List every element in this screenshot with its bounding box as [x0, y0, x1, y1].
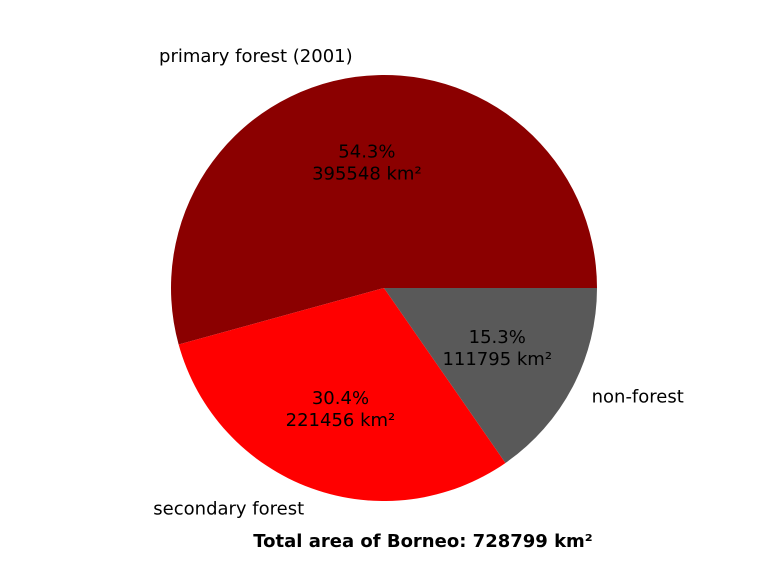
percent-label: 15.3%: [469, 327, 526, 348]
area-label: 221456 km²: [286, 410, 396, 431]
chart-title: Total area of Borneo: 728799 km²: [253, 531, 592, 552]
area-label: 111795 km²: [442, 349, 552, 370]
slice-label: non-forest: [592, 387, 684, 408]
slice-label: secondary forest: [153, 498, 304, 519]
slice-primary-forest: [171, 75, 597, 345]
pie-labels: primary forest (2001) 54.3%395548 km² seco…: [153, 46, 684, 519]
percent-label: 54.3%: [338, 141, 395, 162]
percent-label: 30.4%: [312, 388, 369, 409]
area-label: 395548 km²: [312, 163, 422, 184]
slice-label: primary forest (2001): [159, 46, 353, 67]
slice-secondary-forest: [178, 288, 506, 501]
pie-slices: [171, 75, 597, 501]
slice-non-forest: [384, 288, 597, 463]
